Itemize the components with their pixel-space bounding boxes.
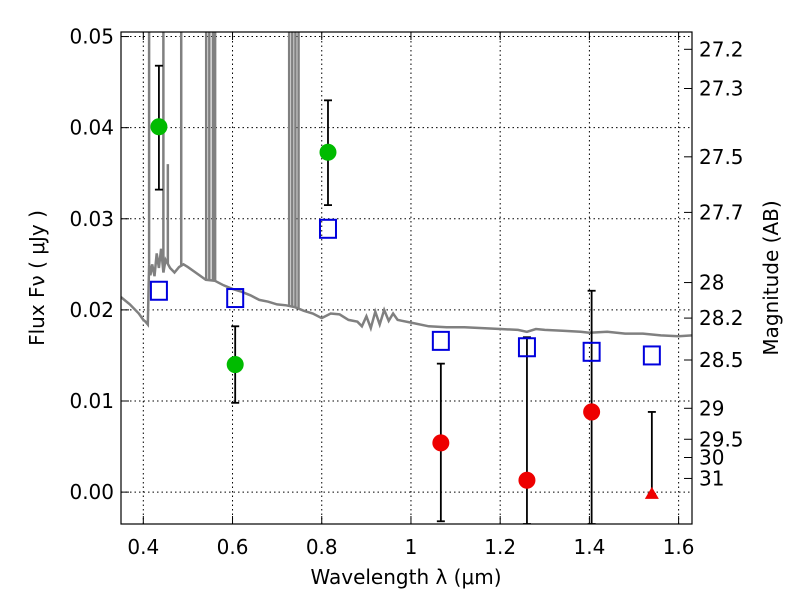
mag-tick-label: 27.2 (699, 37, 744, 61)
mag-tick-label: 29 (699, 396, 724, 420)
y-tick-label: 0.02 (69, 298, 114, 322)
y2-axis-title: Magnitude (AB) (759, 200, 783, 355)
y-tick-label: 0.04 (69, 116, 114, 140)
red-data-point (432, 434, 450, 452)
blue-model-square (318, 218, 337, 239)
x-tick-label: 0.6 (217, 535, 249, 559)
mag-tick-label: 28.5 (699, 348, 744, 372)
y-tick-label: 0.01 (69, 389, 114, 413)
mag-tick-label: 28 (699, 271, 724, 295)
y-tick-label: 0.00 (69, 480, 114, 504)
axes: 0.4 0.6 0.8 1 1.2 1.4 1.6 0.00 0.01 0.02 0.03 0.04 0… (69, 25, 743, 559)
mag-tick-label: 28.2 (699, 306, 744, 330)
red-data-point (583, 403, 601, 421)
mag-tick-label: 27.3 (699, 76, 744, 100)
clipped-plot (121, 32, 692, 524)
mag-tick-label: 31 (699, 466, 724, 490)
x-tick-label: 1.4 (573, 535, 605, 559)
model-spectrum-line (121, 248, 692, 338)
plot-area (121, 32, 692, 524)
plot-frame (120, 31, 693, 525)
green-data-point (150, 118, 168, 136)
x-axis-title: Wavelength λ (μm) (310, 565, 501, 589)
mag-tick-label: 29.5 (699, 427, 744, 451)
red-data-point (518, 471, 536, 489)
mag-tick-label: 30 (699, 445, 724, 469)
x-tick-label: 0.4 (127, 535, 159, 559)
mag-tick-label: 27.7 (699, 200, 744, 224)
blue-model-square (517, 337, 536, 358)
blue-model-square (642, 345, 661, 366)
green-data-point (319, 143, 337, 161)
mag-tick-label: 27.5 (699, 145, 744, 169)
y-tick-label: 0.03 (69, 207, 114, 231)
red-upper-limit-marker (644, 486, 659, 499)
blue-model-square (582, 341, 601, 362)
y-tick-label: 0.05 (69, 25, 114, 49)
x-tick-label: 0.8 (306, 535, 338, 559)
x-tick-label: 1.2 (484, 535, 516, 559)
green-data-point (226, 356, 244, 374)
x-tick-label: 1 (405, 535, 418, 559)
blue-model-square (431, 330, 450, 351)
x-tick-label: 1.6 (663, 535, 695, 559)
blue-model-square (226, 288, 245, 309)
blue-model-square (149, 280, 168, 301)
y-axis-title: Flux Fν ( μJy ) (25, 210, 49, 346)
